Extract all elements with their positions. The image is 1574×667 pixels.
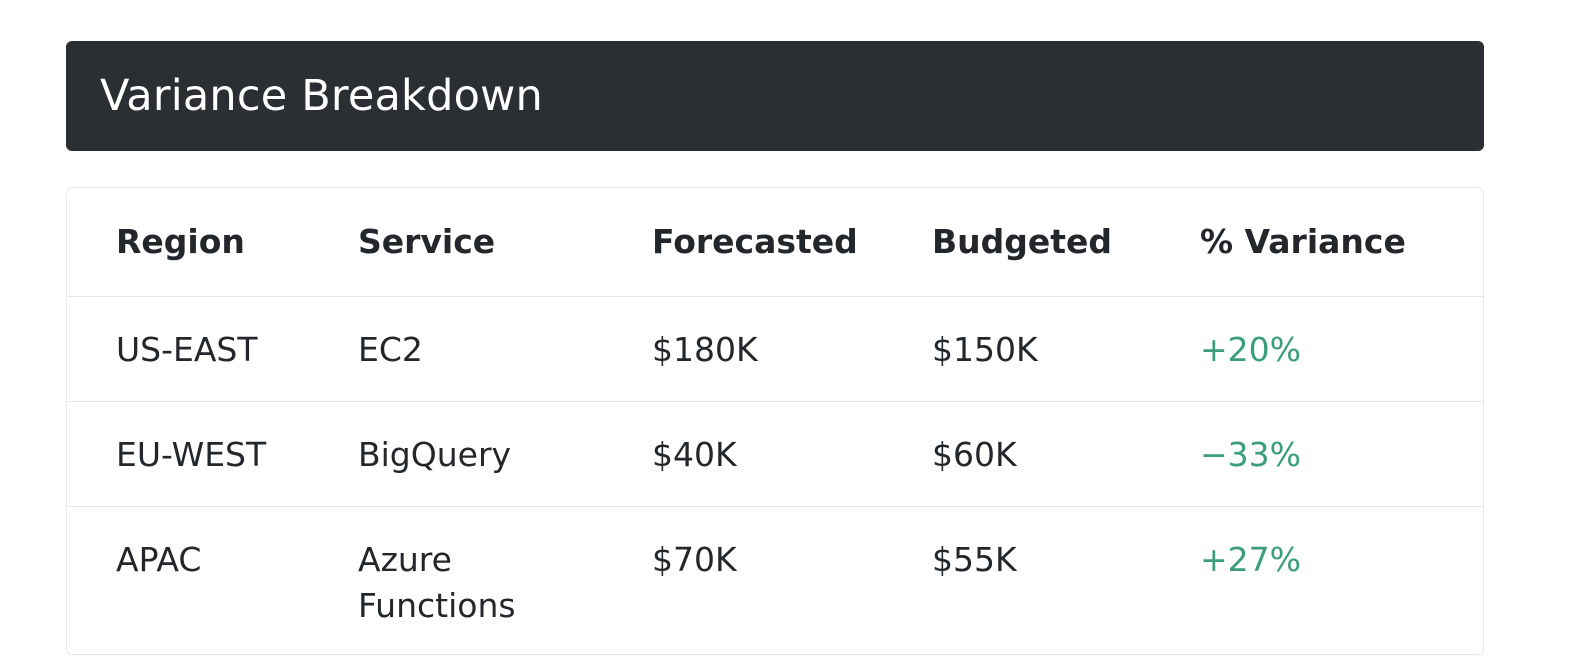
page-title: Variance Breakdown bbox=[100, 71, 543, 121]
column-header-variance: % Variance bbox=[1200, 222, 1406, 262]
cell-variance: +27% bbox=[1200, 539, 1301, 579]
column-header-service: Service bbox=[358, 222, 496, 262]
cell-region: US-EAST bbox=[116, 329, 258, 369]
table-row: EU-WEST BigQuery $40K $60K −33% bbox=[67, 401, 1483, 506]
cell-variance: +20% bbox=[1200, 329, 1301, 369]
table-row: APAC Azure Functions $70K $55K +27% bbox=[67, 506, 1483, 654]
cell-forecasted: $70K bbox=[652, 539, 737, 579]
variance-table: Region Service Forecasted Budgeted % Var… bbox=[67, 188, 1483, 654]
cell-budgeted: $55K bbox=[932, 539, 1017, 579]
cell-forecasted: $40K bbox=[652, 434, 737, 474]
cell-service: Azure Functions bbox=[358, 539, 516, 625]
cell-service: BigQuery bbox=[358, 434, 512, 474]
variance-table-card: Region Service Forecasted Budgeted % Var… bbox=[66, 187, 1484, 655]
column-header-region: Region bbox=[116, 222, 245, 262]
table-row: US-EAST EC2 $180K $150K +20% bbox=[67, 296, 1483, 401]
column-header-forecasted: Forecasted bbox=[652, 222, 858, 262]
cell-service: EC2 bbox=[358, 329, 423, 369]
table-header-row: Region Service Forecasted Budgeted % Var… bbox=[67, 188, 1483, 296]
column-header-budgeted: Budgeted bbox=[932, 222, 1113, 262]
cell-budgeted: $150K bbox=[932, 329, 1038, 369]
cell-budgeted: $60K bbox=[932, 434, 1017, 474]
cell-region: APAC bbox=[116, 539, 202, 579]
cell-variance: −33% bbox=[1200, 434, 1301, 474]
cell-region: EU-WEST bbox=[116, 434, 267, 474]
header-bar: Variance Breakdown bbox=[66, 41, 1484, 151]
cell-forecasted: $180K bbox=[652, 329, 758, 369]
